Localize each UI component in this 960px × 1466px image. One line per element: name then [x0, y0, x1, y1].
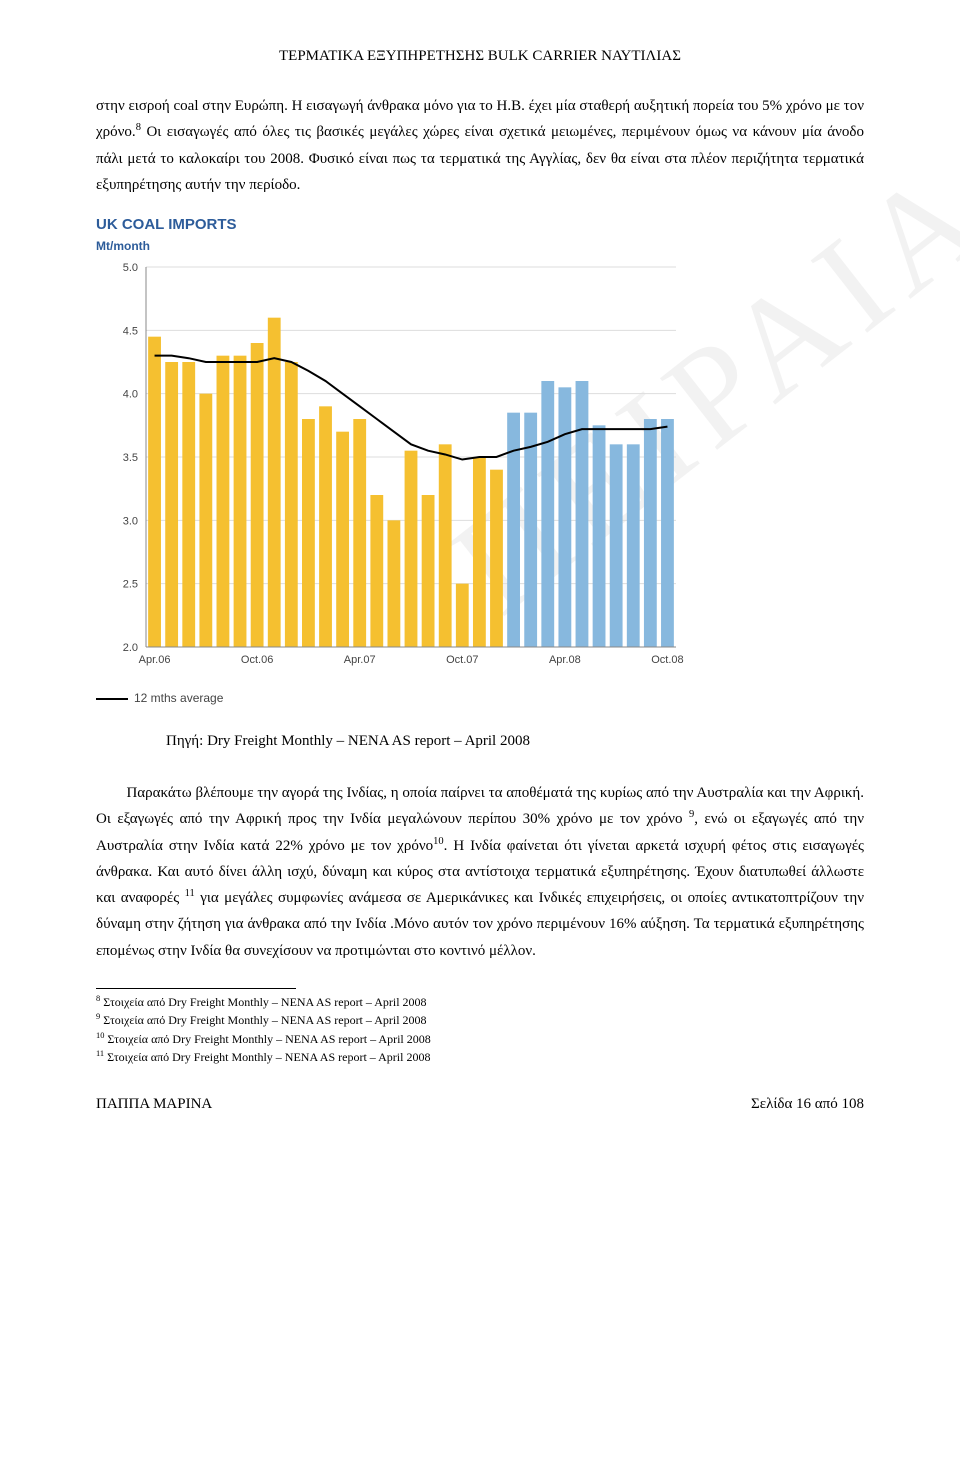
- chart-container: UK COAL IMPORTS Mt/month 2.0 2.5 3.0 3.5 4.0…: [96, 216, 864, 705]
- svg-text:3.0: 3.0: [123, 515, 138, 527]
- page-footer: ΠΑΠΠΑ ΜΑΡΙΝΑ Σελίδα 16 από 108: [96, 1096, 864, 1113]
- legend-text: 12 mths average: [134, 691, 223, 705]
- footnote-ref-10: 10: [433, 836, 444, 847]
- svg-text:2.5: 2.5: [123, 579, 138, 591]
- footnote-line: 11 Στοιχεία από Dry Freight Monthly – NE…: [96, 1048, 864, 1066]
- svg-text:2.0: 2.0: [123, 642, 138, 654]
- footer-left: ΠΑΠΠΑ ΜΑΡΙΝΑ: [96, 1096, 212, 1113]
- para1-part-b: Οι εισαγωγές από όλες τις βασικές μεγάλε…: [96, 124, 864, 193]
- chart-source: Πηγή: Dry Freight Monthly – NENA AS repo…: [166, 733, 864, 750]
- chart-svg: 2.0 2.5 3.0 3.5 4.0 4.5 5.0 Apr.06 Oct.06 Apr.07 O…: [96, 257, 686, 687]
- chart-legend: 12 mths average: [96, 691, 864, 705]
- svg-text:Oct.07: Oct.07: [446, 654, 478, 666]
- chart-title: UK COAL IMPORTS: [96, 216, 864, 233]
- footer-right: Σελίδα 16 από 108: [751, 1096, 864, 1113]
- paragraph-1: στην εισροή coal στην Ευρώπη. Η εισαγωγή…: [96, 93, 864, 198]
- footnote-ref-11: 11: [185, 888, 195, 899]
- para2-d: για μεγάλες συμφωνίες ανάμεσα σε Αμερικά…: [96, 890, 864, 959]
- footnote-line: 8 Στοιχεία από Dry Freight Monthly – NEN…: [96, 993, 864, 1011]
- svg-text:Apr.07: Apr.07: [344, 654, 376, 666]
- svg-text:5.0: 5.0: [123, 262, 138, 274]
- paragraph-2: Παρακάτω βλέπουμε την αγορά της Ινδίας, …: [96, 780, 864, 964]
- chart-ylabel: Mt/month: [96, 239, 864, 253]
- footnotes-block: 8 Στοιχεία από Dry Freight Monthly – NEN…: [96, 988, 864, 1067]
- footnote-line: 9 Στοιχεία από Dry Freight Monthly – NEN…: [96, 1011, 864, 1029]
- para2-indent: [96, 785, 126, 801]
- svg-text:4.5: 4.5: [123, 325, 138, 337]
- legend-line-icon: [96, 698, 128, 700]
- svg-text:Oct.06: Oct.06: [241, 654, 273, 666]
- svg-text:4.0: 4.0: [123, 389, 138, 401]
- svg-text:Oct.08: Oct.08: [651, 654, 683, 666]
- page-header: ΤΕΡΜΑΤΙΚΑ ΕΞΥΠΗΡΕΤΗΣΗΣ BULK CARRIER ΝΑΥΤ…: [96, 48, 864, 65]
- svg-text:Apr.06: Apr.06: [139, 654, 171, 666]
- footnote-separator: [96, 988, 296, 989]
- svg-text:3.5: 3.5: [123, 452, 138, 464]
- svg-text:Apr.08: Apr.08: [549, 654, 581, 666]
- footnote-line: 10 Στοιχεία από Dry Freight Monthly – NE…: [96, 1030, 864, 1048]
